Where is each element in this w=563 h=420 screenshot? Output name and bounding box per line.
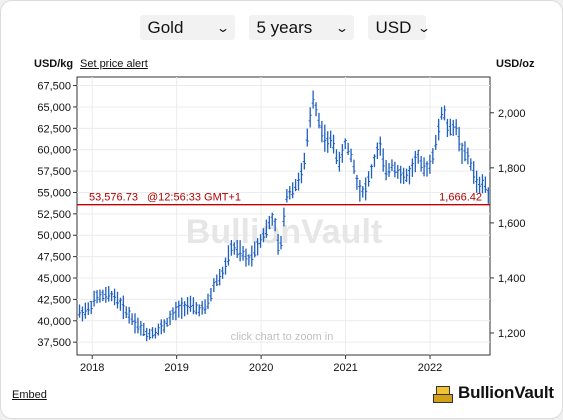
left-tick-label: 37,500 bbox=[37, 337, 71, 349]
current-price-oz-label: 1,666.42 bbox=[439, 192, 482, 204]
x-tick-label: 2018 bbox=[80, 362, 104, 374]
left-tick-label: 55,000 bbox=[37, 187, 71, 199]
set-price-alert-link[interactable]: Set price alert bbox=[80, 58, 148, 70]
left-tick-label: 45,000 bbox=[37, 273, 71, 285]
right-tick-label: 1,200 bbox=[498, 328, 526, 340]
currency-select-value: USD bbox=[375, 17, 412, 37]
chevron-down-icon: ⌄ bbox=[216, 20, 231, 35]
x-tick-label: 2021 bbox=[333, 362, 357, 374]
left-tick-label: 67,500 bbox=[37, 81, 71, 93]
price-series bbox=[78, 90, 490, 342]
embed-link[interactable]: Embed bbox=[12, 389, 47, 401]
period-select-value: 5 years bbox=[256, 17, 313, 37]
brand-name: BullionVault bbox=[458, 383, 554, 402]
left-tick-label: 62,500 bbox=[37, 123, 71, 135]
right-unit-label: USD/oz bbox=[496, 58, 535, 70]
left-tick-label: 40,000 bbox=[37, 316, 71, 328]
left-tick-label: 42,500 bbox=[37, 294, 71, 306]
x-tick-label: 2022 bbox=[418, 362, 442, 374]
period-select[interactable]: 5 years ⌄ bbox=[248, 15, 354, 40]
current-price-kg-label: 53,576.73 bbox=[89, 192, 138, 204]
right-tick-label: 1,800 bbox=[498, 163, 526, 175]
bullionvault-logo-icon bbox=[432, 382, 454, 404]
chevron-down-icon: ⌄ bbox=[335, 20, 350, 35]
right-tick-label: 1,600 bbox=[498, 218, 526, 230]
left-tick-label: 52,500 bbox=[37, 209, 71, 221]
chevron-down-icon: ⌄ bbox=[417, 20, 432, 35]
left-tick-label: 50,000 bbox=[37, 230, 71, 242]
brand-logo[interactable]: BullionVault bbox=[432, 382, 554, 404]
left-tick-label: 47,500 bbox=[37, 252, 71, 264]
left-tick-label: 60,000 bbox=[37, 145, 71, 157]
right-tick-label: 2,000 bbox=[498, 108, 526, 120]
selector-bar: Gold ⌄ 5 years ⌄ USD ⌄ bbox=[1, 15, 563, 40]
metal-select-value: Gold bbox=[147, 17, 184, 37]
x-tick-label: 2020 bbox=[249, 362, 273, 374]
axis-ticks: 67,500 65,000 62,500 60,000 57,500 55,000 52,5… bbox=[37, 81, 525, 374]
x-tick-label: 2019 bbox=[164, 362, 188, 374]
left-tick-label: 65,000 bbox=[37, 102, 71, 114]
left-tick-label: 57,500 bbox=[37, 166, 71, 178]
currency-select[interactable]: USD ⌄ bbox=[367, 15, 431, 40]
right-tick-label: 1,400 bbox=[498, 273, 526, 285]
gridlines bbox=[77, 77, 490, 355]
metal-select[interactable]: Gold ⌄ bbox=[139, 15, 235, 40]
left-unit-label: USD/kg bbox=[34, 58, 74, 70]
current-price-time-label: @12:56:33 GMT+1 bbox=[147, 192, 241, 204]
zoom-hint: click chart to zoom in bbox=[231, 331, 334, 343]
